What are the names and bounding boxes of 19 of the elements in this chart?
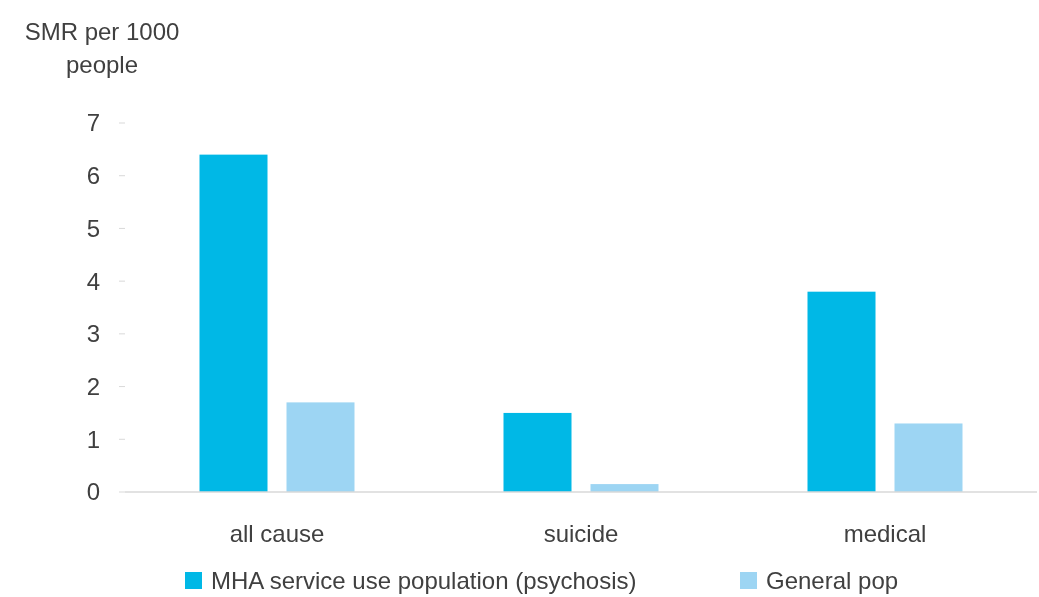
bar bbox=[503, 412, 572, 492]
y-tick-label: 1 bbox=[86, 425, 100, 453]
x-tick-label: suicide bbox=[543, 520, 619, 547]
y-tick-label: 5 bbox=[86, 214, 100, 242]
bar bbox=[807, 291, 876, 492]
legend-label: MHA service use population (psychosis) bbox=[211, 567, 637, 595]
bar bbox=[894, 423, 963, 492]
x-tick-label: all cause bbox=[229, 520, 325, 547]
y-tick-label: 7 bbox=[86, 109, 100, 137]
y-tick-label: 4 bbox=[86, 267, 100, 295]
y-axis-title: SMR per 1000 people bbox=[24, 18, 180, 78]
legend-label: General pop bbox=[766, 567, 899, 595]
bar bbox=[286, 402, 355, 492]
y-tick-label: 2 bbox=[86, 372, 100, 400]
y-tick-label: 3 bbox=[86, 320, 100, 348]
y-tick-label: 0 bbox=[86, 478, 100, 506]
x-tick-label: medical bbox=[843, 520, 927, 547]
y-tick-label: 6 bbox=[86, 162, 100, 190]
bar bbox=[199, 154, 268, 492]
